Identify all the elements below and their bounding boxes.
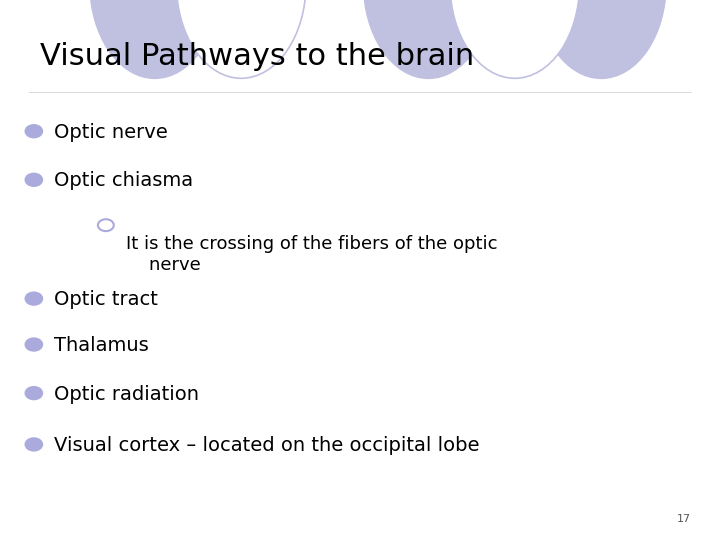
Ellipse shape xyxy=(176,0,306,78)
Text: Optic radiation: Optic radiation xyxy=(54,384,199,404)
Ellipse shape xyxy=(450,0,580,78)
Text: Visual cortex – located on the occipital lobe: Visual cortex – located on the occipital… xyxy=(54,436,480,455)
Text: Optic chiasma: Optic chiasma xyxy=(54,171,193,191)
Circle shape xyxy=(25,125,42,138)
Text: It is the crossing of the fibers of the optic
    nerve: It is the crossing of the fibers of the … xyxy=(126,235,498,274)
Text: Optic nerve: Optic nerve xyxy=(54,123,168,142)
Circle shape xyxy=(25,292,42,305)
Text: 17: 17 xyxy=(677,514,691,524)
Text: Visual Pathways to the brain: Visual Pathways to the brain xyxy=(40,42,474,71)
Ellipse shape xyxy=(536,0,666,78)
Ellipse shape xyxy=(364,0,493,78)
Text: Thalamus: Thalamus xyxy=(54,336,149,355)
Text: Optic tract: Optic tract xyxy=(54,290,158,309)
Circle shape xyxy=(25,438,42,451)
Circle shape xyxy=(25,173,42,186)
Circle shape xyxy=(25,387,42,400)
Circle shape xyxy=(98,219,114,231)
Ellipse shape xyxy=(90,0,220,78)
Circle shape xyxy=(25,338,42,351)
